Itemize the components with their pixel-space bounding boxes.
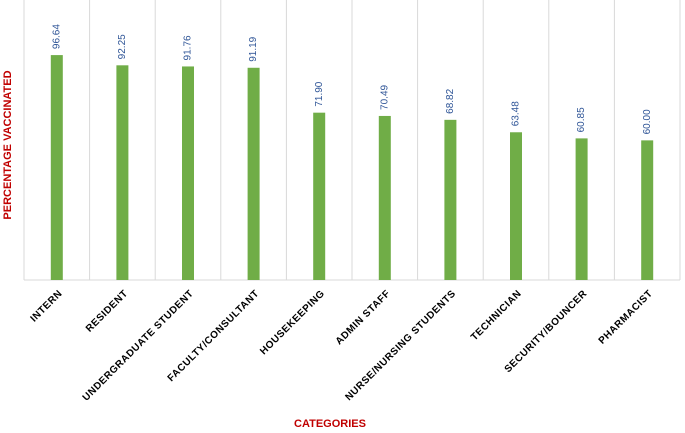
y-axis-title: PERCENTAGE VACCINATED bbox=[2, 70, 14, 219]
value-label: 91.76 bbox=[183, 35, 194, 60]
x-tick-label: UNDERGRADUATE STUDENT bbox=[81, 288, 196, 403]
bar bbox=[313, 112, 326, 280]
bar bbox=[116, 65, 129, 281]
x-tick-label: TECHNICIAN bbox=[469, 288, 524, 343]
bar bbox=[444, 119, 457, 280]
value-label: 68.82 bbox=[445, 88, 456, 113]
x-tick-label: RESIDENT bbox=[84, 288, 130, 334]
value-label: 60.00 bbox=[642, 109, 653, 134]
x-tick-label: ADMIN STAFF bbox=[334, 288, 393, 347]
x-tick-label: PHARMACIST bbox=[597, 288, 655, 346]
value-label: 60.85 bbox=[576, 107, 587, 132]
x-tick-label: NURSE/NURSING STUDENTS bbox=[343, 288, 458, 403]
value-label: 63.48 bbox=[511, 101, 522, 126]
x-axis-title: CATEGORIES bbox=[294, 418, 366, 430]
bar bbox=[50, 55, 63, 281]
value-label: 71.90 bbox=[314, 81, 325, 106]
value-label: 96.64 bbox=[51, 24, 62, 49]
bar bbox=[510, 132, 522, 280]
bar bbox=[182, 66, 194, 280]
bar bbox=[247, 67, 260, 280]
x-tick-label: HOUSEKEEPING bbox=[258, 288, 327, 357]
value-label: 91.19 bbox=[248, 36, 259, 61]
bar bbox=[575, 138, 588, 280]
value-label: 92.25 bbox=[117, 34, 128, 59]
bar bbox=[378, 115, 391, 280]
value-label: 70.49 bbox=[379, 84, 390, 109]
x-tick-label: INTERN bbox=[29, 288, 65, 324]
bar bbox=[641, 140, 654, 280]
